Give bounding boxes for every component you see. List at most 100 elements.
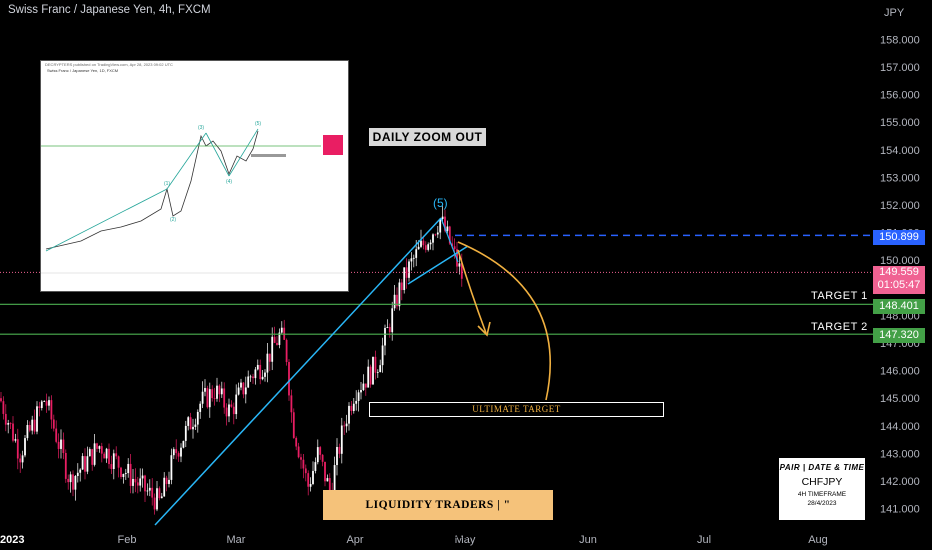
candle-body — [112, 453, 115, 470]
candle-body — [242, 382, 245, 395]
bar-countdown: 01:05:47 — [877, 279, 921, 291]
price-tick-label: 146.000 — [880, 366, 920, 378]
target-2-label: TARGET 2 — [811, 321, 868, 333]
candle-body — [324, 461, 326, 482]
candle-body — [417, 246, 420, 250]
daily-zoom-label: DAILY ZOOM OUT — [369, 128, 486, 146]
candle-body — [333, 465, 336, 494]
candle-body — [48, 400, 50, 406]
price-tick-label: 144.000 — [880, 421, 920, 433]
liquidity-traders-banner: LIQUIDITY TRADERS | " DECRYPTERS " — [323, 490, 553, 541]
candle-body — [74, 476, 77, 490]
inset-price-line — [45, 130, 259, 250]
candle-body — [304, 468, 307, 474]
price-tick-label: 152.000 — [880, 200, 920, 212]
candle-body — [321, 454, 324, 462]
candle-body — [352, 403, 355, 411]
candle-body — [396, 294, 398, 307]
candle-body — [57, 441, 60, 449]
candle-body — [307, 473, 310, 487]
candle-body — [444, 216, 446, 231]
price-tick-label: 158.000 — [880, 34, 920, 46]
time-tick-label: Apr — [346, 534, 363, 546]
candle-body — [384, 327, 386, 346]
candle-body — [184, 425, 187, 441]
candle-body — [326, 478, 329, 482]
candle-body — [336, 446, 338, 466]
candle-body — [55, 428, 58, 442]
price-tick-label: 143.000 — [880, 448, 920, 460]
price-tick-label: 150.000 — [880, 255, 920, 267]
target-1-tag: 148.401 — [873, 299, 925, 314]
candle-body — [7, 423, 10, 425]
candle-body — [124, 473, 127, 474]
candle-body — [381, 345, 384, 366]
candle-body — [81, 456, 84, 470]
candle-body — [67, 478, 70, 483]
candle-body — [259, 364, 262, 380]
candle-body — [38, 406, 41, 409]
chart-overlays — [0, 217, 876, 526]
candle-body — [458, 263, 461, 267]
candle-body — [400, 282, 403, 291]
candle-body — [33, 419, 36, 432]
candle-body — [247, 376, 250, 388]
candle-body — [19, 458, 22, 463]
candle-body — [60, 439, 62, 449]
inset-zone — [251, 154, 286, 157]
candle-body — [285, 339, 288, 363]
candle-body — [199, 403, 202, 412]
arrowhead — [477, 321, 491, 337]
candle-body — [420, 240, 422, 247]
blue-level-tag: 150.899 — [873, 230, 925, 245]
candle-body — [256, 364, 259, 370]
card-date: 28/4/2023 — [807, 500, 837, 507]
inset-title: Swiss Franc / Japanese Yen, 1D, FXCM — [47, 68, 119, 73]
candle-body — [43, 401, 46, 402]
candle-body — [297, 446, 300, 458]
candle-body — [62, 439, 65, 453]
candle-body — [393, 294, 396, 309]
candle-body — [115, 453, 118, 457]
candle-body — [434, 234, 437, 236]
candle-body — [328, 478, 331, 492]
candle-body — [117, 456, 120, 468]
candle-body — [211, 389, 214, 399]
candle-body — [105, 448, 108, 459]
candle-body — [244, 387, 247, 395]
candle-body — [410, 258, 413, 262]
candle-body — [278, 332, 281, 345]
candle-body — [141, 475, 144, 479]
candle-body — [100, 446, 103, 454]
candle-body — [223, 388, 226, 408]
candle-body — [276, 342, 278, 345]
candle-body — [187, 417, 190, 426]
candle-body — [146, 490, 149, 492]
candle-body — [220, 388, 223, 395]
candle-body — [360, 390, 362, 393]
candle-body — [84, 456, 86, 472]
price-tick-label: 142.000 — [880, 476, 920, 488]
candle-body — [338, 446, 341, 454]
time-tick-label: Jun — [579, 534, 597, 546]
card-heading: PAIR | DATE & TIME — [779, 463, 865, 472]
price-tick-label: 153.000 — [880, 172, 920, 184]
candle-body — [182, 440, 185, 448]
candle-body — [204, 388, 206, 392]
time-tick-label: Aug — [808, 534, 828, 546]
candle-body — [343, 425, 346, 427]
inset-wave-label: (4) — [226, 179, 232, 185]
candle-body — [98, 446, 101, 449]
candle-body — [232, 406, 235, 415]
price-axis: 158.000 157.000 156.000 155.000 154.000 153.0… — [880, 7, 920, 516]
inset-wave-line — [205, 132, 230, 177]
candle-body — [91, 449, 94, 465]
inset-wave-line — [228, 128, 259, 177]
candle-series — [0, 206, 463, 515]
candle-body — [2, 401, 5, 414]
candle-body — [134, 478, 137, 483]
target-1-label: TARGET 1 — [811, 290, 868, 302]
candle-body — [302, 459, 305, 469]
candle-body — [86, 456, 89, 472]
